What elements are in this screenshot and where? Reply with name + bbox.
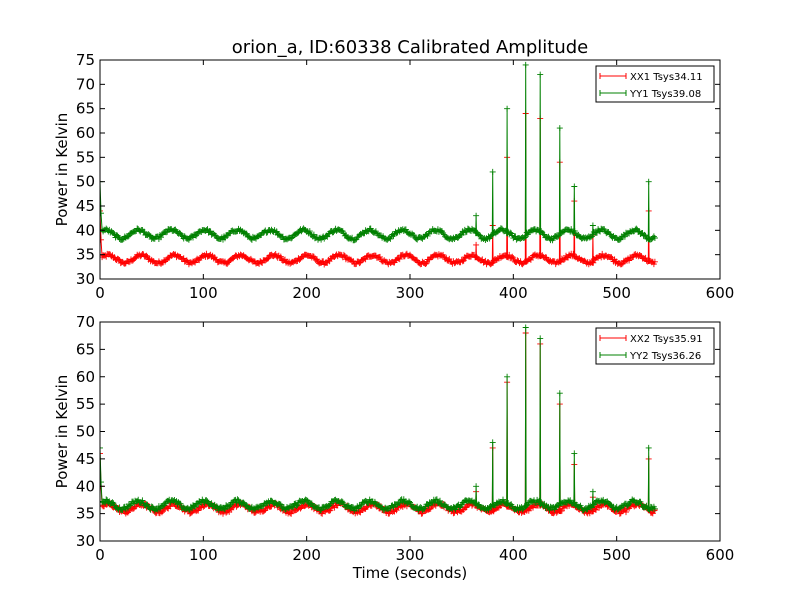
x-tick-label: 400	[499, 284, 528, 302]
y-axis-label: Power in Kelvin	[53, 375, 71, 489]
x-tick-label: 300	[396, 546, 425, 564]
legend: XX1 Tsys34.11 YY1 Tsys39.08	[595, 65, 715, 103]
y-tick-label: 50	[76, 173, 95, 191]
y-tick-label: 70	[76, 313, 95, 331]
legend-marker	[599, 335, 627, 341]
legend-marker	[599, 90, 627, 96]
legend-label: XX1 Tsys34.11	[630, 72, 703, 83]
legend-label: YY1 Tsys39.08	[629, 89, 701, 100]
y-tick-label: 75	[76, 51, 95, 69]
y-tick-label: 55	[76, 395, 95, 413]
y-tick-label: 30	[76, 532, 95, 550]
series-markers-1	[100, 324, 658, 514]
top-panel: 0 100 200 300 400 500 600 30 35 40 45 50 55 60 65 70 75 P…	[53, 51, 734, 302]
x-tick-label: 300	[396, 284, 425, 302]
x-tick-label: 100	[189, 284, 218, 302]
legend-label: YY2 Tsys36.26	[629, 351, 701, 362]
series-line-0	[100, 113, 656, 266]
legend: XX2 Tsys35.91 YY2 Tsys36.26	[595, 327, 715, 365]
bottom-panel: 0 100 200 300 400 500 600 30 35 40 45 50 55 60 65 70 Pow…	[53, 313, 734, 582]
legend-label: XX2 Tsys35.91	[630, 334, 703, 345]
y-tick-label: 60	[76, 368, 95, 386]
x-tick-label: 600	[706, 284, 735, 302]
series-line-1	[100, 64, 656, 242]
plot-area	[100, 61, 658, 268]
y-tick-label: 30	[76, 270, 95, 288]
y-tick-label: 60	[76, 124, 95, 142]
y-tick-label: 35	[76, 505, 95, 523]
legend-marker	[599, 352, 627, 358]
y-tick-label: 70	[76, 75, 95, 93]
legend-box	[595, 65, 715, 103]
x-tick-label: 500	[602, 546, 631, 564]
series-line-1	[100, 327, 656, 512]
x-axis-label: Time (seconds)	[352, 564, 468, 582]
y-tick-label: 35	[76, 246, 95, 264]
y-tick-label: 40	[76, 221, 95, 239]
y-tick-label: 65	[76, 340, 95, 358]
x-tick-label: 0	[95, 546, 105, 564]
x-tick-label: 0	[95, 284, 105, 302]
y-tick-label: 55	[76, 148, 95, 166]
legend-box	[595, 327, 715, 365]
y-tick-label: 45	[76, 197, 95, 215]
series-line-0	[100, 332, 656, 516]
legend-marker	[599, 73, 627, 79]
x-tick-label: 400	[499, 546, 528, 564]
series-markers-1	[100, 61, 658, 244]
x-tick-label: 100	[189, 546, 218, 564]
y-tick-label: 50	[76, 423, 95, 441]
plot-area	[100, 324, 658, 517]
x-tick-label: 200	[292, 546, 321, 564]
x-tick-label: 500	[602, 284, 631, 302]
series-markers-0	[100, 110, 658, 268]
y-tick-label: 40	[76, 477, 95, 495]
y-axis-label: Power in Kelvin	[53, 113, 71, 227]
y-tick-label: 45	[76, 450, 95, 468]
x-tick-label: 200	[292, 284, 321, 302]
chart-title: orion_a, ID:60338 Calibrated Amplitude	[232, 37, 589, 58]
y-tick-label: 65	[76, 100, 95, 118]
x-tick-label: 600	[706, 546, 735, 564]
